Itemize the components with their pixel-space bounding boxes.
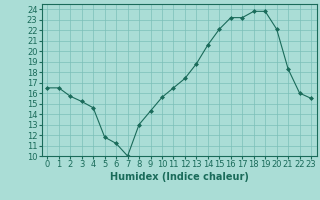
X-axis label: Humidex (Indice chaleur): Humidex (Indice chaleur)	[110, 172, 249, 182]
